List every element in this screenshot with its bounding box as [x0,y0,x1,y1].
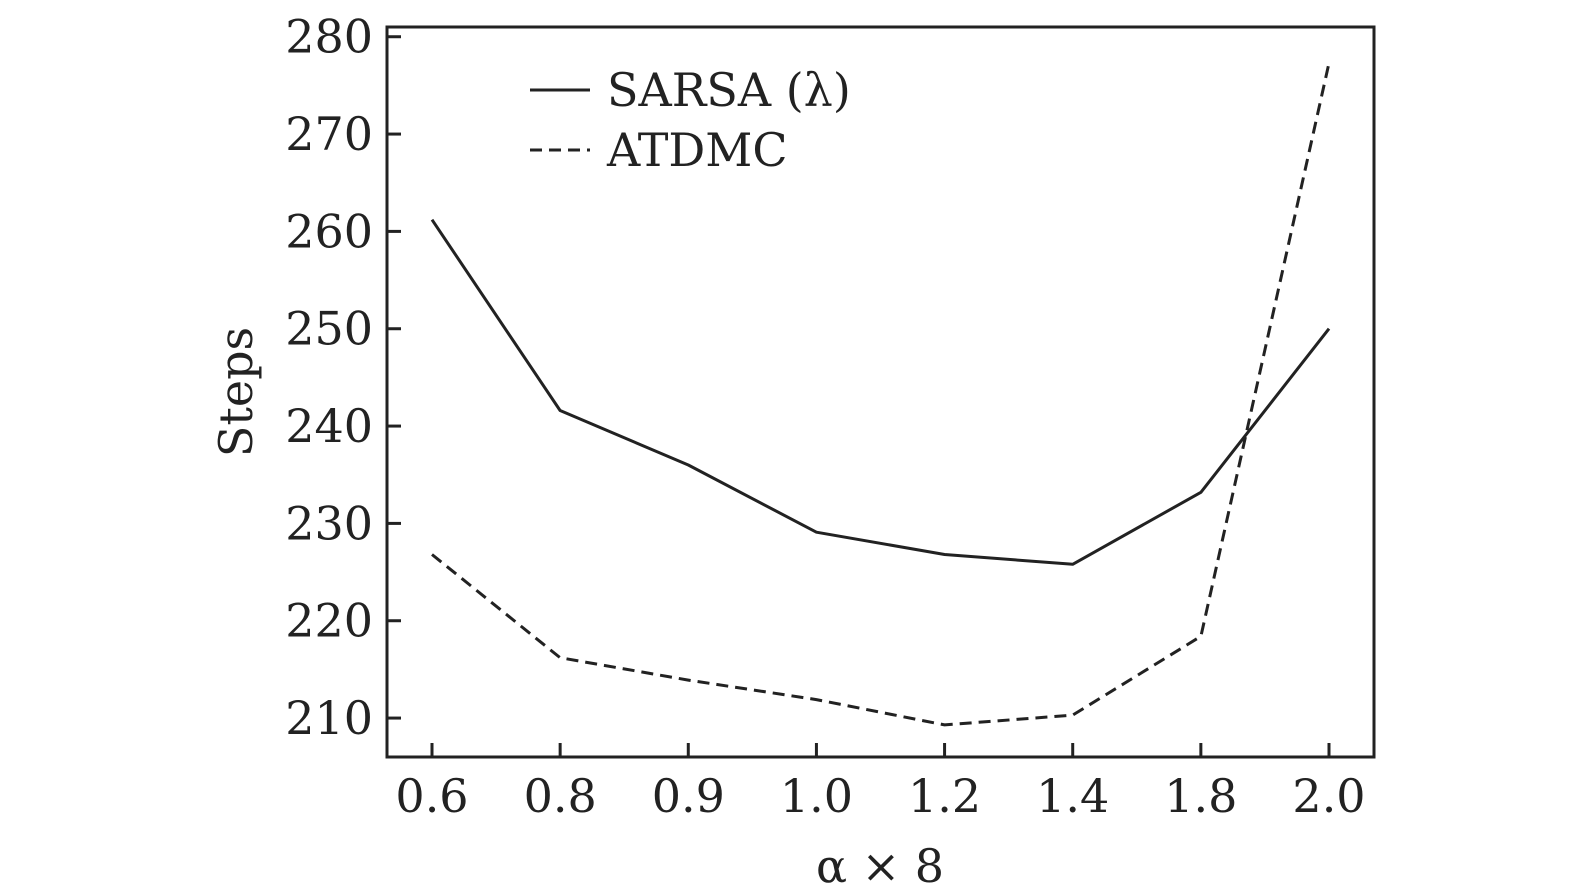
y-tick-label: 220 [285,594,373,648]
y-tick-label: 280 [285,10,373,64]
y-tick-label: 230 [285,496,373,550]
x-axis-label: α × 8 [816,839,944,892]
legend-label-atdmc: ATDMC [606,123,788,177]
y-tick-label: 260 [285,204,373,258]
y-tick-label: 240 [285,399,373,453]
x-tick-label: 1.8 [1164,769,1237,823]
y-tick-label: 270 [285,107,373,161]
plot-frame [385,25,1376,759]
x-tick-label: 0.6 [395,769,468,823]
series-line-0 [430,218,1331,566]
x-tick-label: 0.8 [524,769,597,823]
x-tick-label: 2.0 [1292,769,1365,823]
legend-label-sarsa: SARSA (λ) [607,63,851,117]
series-lines [430,62,1331,727]
x-tick-label: 1.4 [1036,769,1109,823]
series-line-1 [431,62,1331,727]
x-tick-label: 1.0 [780,769,853,823]
y-axis-label: Steps [209,327,263,457]
x-tick-label: 1.2 [908,769,981,823]
x-tick-label: 0.9 [652,769,725,823]
y-axis: 210 220 230 240 250 260 270 280 [285,10,401,745]
y-tick-label: 210 [285,691,373,745]
y-tick-label: 250 [285,302,373,356]
x-axis: 0.6 0.8 0.9 1.0 1.2 1.4 1.8 2.0 [395,743,1366,823]
legend: SARSA (λ) ATDMC [530,63,851,177]
